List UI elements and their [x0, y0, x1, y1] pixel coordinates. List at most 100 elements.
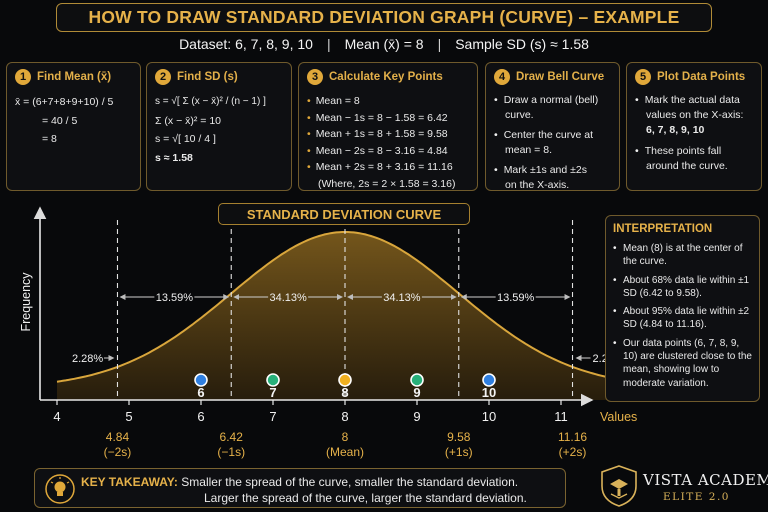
x-tick-label: 9 [413, 409, 420, 424]
data-point-label: 10 [482, 385, 496, 400]
step-badge: 1 [15, 69, 31, 85]
formula-line: s = √[ 10 / 4 ] [155, 133, 216, 145]
data-point-label: 8 [341, 385, 348, 400]
sd-name-label: (Mean) [326, 445, 364, 459]
sd-value-label: 6.42 [220, 430, 244, 444]
formula-line: x̄ = (6+7+8+9+10) / 5 [15, 96, 114, 108]
step-title: Plot Data Points [657, 71, 746, 83]
x-axis-label: Values [600, 410, 637, 424]
interpretation-item: Our data points (6, 7, 8, 9, 10) are clu… [613, 337, 752, 390]
separator: | [326, 36, 331, 52]
sd-value-label: 9.58 [447, 430, 471, 444]
x-tick-label: 5 [125, 409, 132, 424]
key-point-item: Mean = 8 [307, 93, 469, 110]
step-badge: 4 [494, 69, 510, 85]
data-point-label: 6 [197, 385, 204, 400]
formula-line: Σ (x − x̄)² = 10 [155, 114, 222, 127]
sd-value-label: 4.84 [106, 430, 130, 444]
step-5-card: 5 Plot Data Points Mark the actual data … [626, 62, 762, 191]
title-banner: HOW TO DRAW STANDARD DEVIATION GRAPH (CU… [56, 3, 712, 32]
key-takeaway-box: KEY TAKEAWAY: Smaller the spread of the … [34, 468, 566, 508]
data-point [266, 373, 280, 387]
dataset-text: Dataset: 6, 7, 8, 9, 10 [179, 36, 313, 52]
step-badge: 3 [307, 69, 323, 85]
percentage-label: 13.59% [156, 292, 194, 304]
instruction-line: curve. [505, 109, 534, 121]
step-3-card: 3 Calculate Key Points Mean = 8 Mean − 1… [298, 62, 478, 191]
key-point-item: Mean + 2s = 8 + 3.16 = 11.16 [307, 159, 469, 176]
sd-text: Sample SD (s) ≈ 1.58 [455, 36, 589, 52]
percentage-label: 34.13% [383, 292, 421, 304]
formula-line: = 8 [42, 133, 57, 145]
instruction-line: mean = 8. [505, 144, 552, 156]
instruction-line: on the X-axis. [505, 179, 570, 191]
x-tick-label: 6 [197, 409, 204, 424]
instruction-line: around the curve. [646, 160, 728, 172]
percentage-label: 34.13% [269, 292, 307, 304]
step-title: Draw Bell Curve [516, 71, 605, 83]
instruction-line: values on the X-axis: [646, 109, 744, 121]
instruction-line: Mark ±1s and ±2s [494, 163, 611, 178]
step-title: Find SD (s) [177, 71, 238, 83]
sd-name-label: (−2s) [104, 445, 132, 459]
instruction-line: These points fall [635, 144, 753, 159]
step-title: Find Mean (x̄) [37, 71, 112, 83]
key-point-item: Mean − 2s = 8 − 3.16 = 4.84 [307, 143, 469, 160]
data-point [194, 373, 208, 387]
formula-line: = 40 / 5 [42, 114, 78, 127]
separator: | [437, 36, 442, 52]
mean-text: Mean (x̄) = 8 [344, 36, 424, 52]
takeaway-line-2: Larger the spread of the curve, larger t… [204, 490, 527, 505]
formula-line: s = √[ Σ (x − x̄)² / (n − 1) ] [155, 96, 266, 107]
step-4-card: 4 Draw Bell Curve Draw a normal (bell) c… [485, 62, 620, 191]
y-axis-label: Frequency [19, 272, 33, 332]
curve-area [57, 232, 633, 400]
x-tick-label: 8 [341, 409, 348, 424]
logo-name: VISTA ACADEMY [643, 471, 768, 489]
step-1-card: 1 Find Mean (x̄) x̄ = (6+7+8+9+10) / 5 =… [6, 62, 141, 191]
data-point-label: 7 [269, 385, 276, 400]
x-tick-label: 7 [269, 409, 276, 424]
data-point-label: 9 [413, 385, 420, 400]
data-point [482, 373, 496, 387]
sd-value-label: 11.16 [558, 430, 587, 444]
x-tick-label: 4 [53, 409, 60, 424]
sd-name-label: (+1s) [445, 445, 473, 459]
logo-subtitle: ELITE 2.0 [663, 491, 730, 503]
step-badge: 5 [635, 69, 651, 85]
data-values-line: 6, 7, 8, 9, 10 [646, 124, 705, 136]
interpretation-title: INTERPRETATION [613, 223, 713, 235]
instruction-line: Mark the actual data [635, 93, 753, 108]
sd-name-label: (−1s) [217, 445, 245, 459]
percentage-label: 2.28% [72, 353, 103, 365]
step-2-card: 2 Find SD (s) s = √[ Σ (x − x̄)² / (n − … [146, 62, 292, 191]
lightbulb-icon [45, 474, 75, 504]
data-point [338, 373, 352, 387]
x-tick-label: 11 [554, 409, 568, 424]
key-point-note: (Where, 2s = 2 × 1.58 = 3.16) [318, 177, 456, 190]
key-point-item: Mean + 1s = 8 + 1.58 = 9.58 [307, 126, 469, 143]
interpretation-item: About 68% data lie within ±1 SD (6.42 to… [613, 274, 752, 301]
sd-value-label: 8 [342, 430, 349, 444]
key-point-item: Mean − 1s = 8 − 1.58 = 6.42 [307, 110, 469, 127]
percentage-label: 13.59% [497, 292, 535, 304]
dataset-summary: Dataset: 6, 7, 8, 9, 10 | Mean (x̄) = 8 … [0, 34, 768, 54]
instruction-line: Center the curve at [494, 128, 611, 143]
sd-name-label: (+2s) [559, 445, 587, 459]
interpretation-card: INTERPRETATION Mean (8) is at the center… [605, 215, 760, 402]
instruction-line: Draw a normal (bell) [494, 93, 611, 108]
step-badge: 2 [155, 69, 171, 85]
takeaway-label: KEY TAKEAWAY: [81, 475, 178, 489]
page-title: HOW TO DRAW STANDARD DEVIATION GRAPH (CU… [88, 7, 680, 27]
interpretation-item: About 95% data lie within ±2 SD (4.84 to… [613, 305, 752, 332]
curve-title: STANDARD DEVIATION CURVE [218, 203, 470, 225]
shield-crest-icon [601, 465, 637, 507]
step-title: Calculate Key Points [329, 71, 443, 83]
vista-academy-logo: VISTA ACADEMY ELITE 2.0 [597, 463, 768, 509]
data-point [410, 373, 424, 387]
takeaway-line-1: Smaller the spread of the curve, smaller… [181, 475, 519, 489]
x-tick-label: 10 [482, 409, 496, 424]
interpretation-item: Mean (8) is at the center of the curve. [613, 242, 752, 269]
formula-line: s ≈ 1.58 [155, 151, 193, 164]
